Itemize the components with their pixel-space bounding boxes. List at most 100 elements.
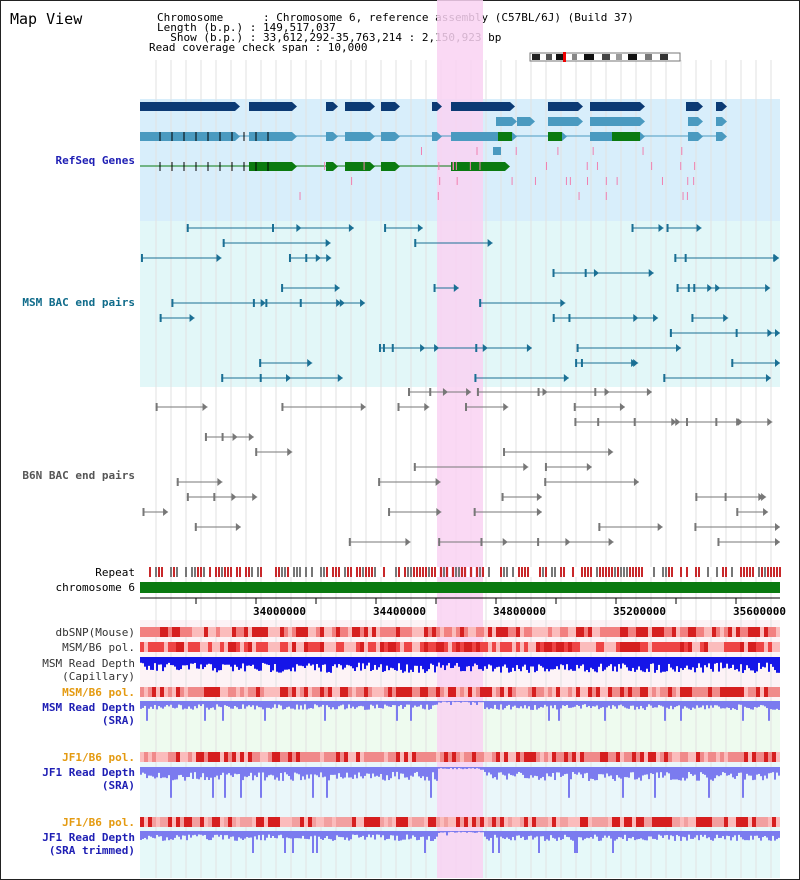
read-depth-bar <box>142 657 144 664</box>
read-depth-bar <box>766 701 768 709</box>
b6n-bac-pair-end <box>281 403 284 411</box>
read-depth-bar <box>238 701 240 710</box>
polymorphism-heat <box>680 627 684 637</box>
polymorphism-heat <box>468 627 472 637</box>
b6n-bac-pair-arrow <box>435 478 441 486</box>
polymorphism-heat <box>476 642 480 652</box>
read-depth-bar <box>352 701 354 707</box>
polymorphism-heat <box>232 642 236 652</box>
polymorphism-heat <box>424 627 428 637</box>
read-depth-bar <box>732 701 734 709</box>
repeat-mark <box>662 567 664 577</box>
polymorphism-heat <box>532 642 536 652</box>
polymorphism-heat <box>260 752 264 762</box>
repeat-mark <box>779 567 781 577</box>
polymorphism-heat <box>476 817 480 827</box>
polymorphism-heat <box>440 687 444 697</box>
polymorphism-heat <box>504 687 508 697</box>
polymorphism-heat <box>388 687 392 697</box>
read-depth-bar <box>386 831 388 840</box>
b6n-bac-pair-end <box>204 433 207 441</box>
read-depth-bar <box>546 701 548 707</box>
read-depth-bar <box>200 831 202 835</box>
ideogram-band <box>584 54 594 60</box>
read-depth-bar <box>504 831 506 840</box>
read-depth-bar <box>500 767 502 773</box>
track-label-jf1-depth-sra: JF1 Read Depth (SRA) <box>42 766 135 792</box>
read-depth-bar <box>466 701 468 702</box>
read-depth-bar <box>194 767 196 773</box>
polymorphism-heat <box>412 642 416 652</box>
read-depth-bar <box>418 657 420 673</box>
repeat-mark <box>272 567 274 577</box>
b6n-bac-pair-arrow <box>424 403 430 411</box>
polymorphism-heat <box>516 642 520 652</box>
polymorphism-heat <box>536 752 540 762</box>
polymorphism-heat <box>480 687 484 697</box>
read-depth-bar <box>502 767 504 775</box>
polymorphism-heat <box>608 627 612 637</box>
polymorphism-heat <box>288 642 292 652</box>
read-depth-bar <box>306 701 308 710</box>
polymorphism-heat <box>568 687 572 697</box>
read-depth-bar <box>662 767 664 778</box>
polymorphism-heat <box>416 627 420 637</box>
repeat-mark <box>614 567 616 577</box>
polymorphism-heat <box>376 687 380 697</box>
read-depth-bar <box>268 831 270 835</box>
read-depth-bar <box>754 701 756 708</box>
polymorphism-heat <box>544 752 548 762</box>
read-depth-bar <box>710 657 712 669</box>
repeat-mark <box>737 567 739 577</box>
repeat-mark <box>185 567 187 577</box>
polymorphism-heat <box>304 627 308 637</box>
gene-exon <box>548 102 578 111</box>
polymorphism-heat <box>292 627 296 637</box>
polymorphism-heat <box>172 642 176 652</box>
polymorphism-heat <box>280 642 284 652</box>
read-depth-bar <box>262 657 264 663</box>
polymorphism-heat <box>456 642 460 652</box>
repeat-mark <box>683 567 685 577</box>
repeat-mark <box>593 567 595 577</box>
polymorphism-heat <box>596 687 600 697</box>
polymorphism-heat <box>476 687 480 697</box>
polymorphism-heat <box>260 817 264 827</box>
polymorphism-heat <box>492 642 496 652</box>
polymorphism-heat <box>268 642 272 652</box>
polymorphism-heat <box>340 817 344 827</box>
read-depth-bar <box>616 831 618 840</box>
polymorphism-heat <box>380 642 384 652</box>
polymorphism-heat <box>560 642 564 652</box>
b6n-bac-pair-end <box>142 508 145 516</box>
read-depth-bar <box>670 831 672 836</box>
b6n-bac-pair-arrow <box>565 538 571 546</box>
read-depth-bar <box>192 657 194 664</box>
read-depth-bar <box>184 657 186 666</box>
repeat-mark <box>620 567 622 577</box>
read-depth-bar <box>428 767 430 781</box>
read-depth-bar <box>554 831 556 839</box>
polymorphism-heat <box>140 627 144 637</box>
read-depth-bar <box>540 767 542 779</box>
read-depth-bar <box>658 767 660 778</box>
polymorphism-heat <box>576 687 580 697</box>
read-depth-bar <box>740 831 742 838</box>
read-depth-bar <box>160 657 162 665</box>
read-depth-bar <box>202 767 204 774</box>
read-depth-bar <box>348 767 350 778</box>
read-depth-bar <box>270 767 272 775</box>
polymorphism-heat <box>460 687 464 697</box>
track-label-jf1-depth-trimmed: JF1 Read Depth (SRA trimmed) <box>42 831 135 857</box>
read-depth-bar <box>322 657 324 665</box>
polymorphism-heat <box>196 752 200 762</box>
read-depth-bar <box>312 831 314 853</box>
repeat-mark <box>719 567 721 577</box>
read-depth-bar <box>440 701 442 703</box>
read-depth-bar <box>196 701 198 709</box>
read-depth-bar <box>736 767 738 776</box>
read-depth-bar <box>468 701 470 703</box>
msm-bac-pair-arrow <box>675 344 681 352</box>
polymorphism-heat <box>344 627 348 637</box>
